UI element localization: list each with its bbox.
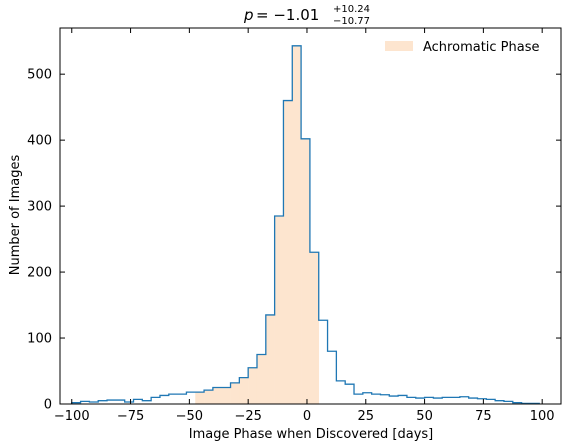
legend: Achromatic Phase	[385, 40, 540, 55]
chart-title: p = −1.01 +10.24 −10.77	[243, 4, 370, 27]
x-tick-label: −25	[234, 409, 261, 424]
y-tick-label: 0	[44, 398, 52, 413]
x-tick-label: 25	[358, 409, 375, 424]
title-lower-error: −10.77	[333, 16, 370, 27]
x-tick-label: 0	[303, 409, 311, 424]
title-value: = −1.01	[256, 6, 319, 24]
y-tick-label: 500	[27, 68, 52, 83]
achromatic-bar	[221, 387, 231, 404]
histogram-step-line	[71, 45, 540, 404]
x-tick-label: 100	[530, 409, 555, 424]
achromatic-bar	[283, 100, 293, 404]
achromatic-bar	[230, 382, 240, 404]
achromatic-bar	[204, 390, 214, 404]
x-tick-label: 75	[475, 409, 492, 424]
y-tick-label: 100	[27, 332, 52, 347]
x-tick-label: 50	[416, 409, 433, 424]
x-axis-label: Image Phase when Discovered [days]	[189, 427, 434, 442]
achromatic-bar	[212, 387, 223, 404]
achromatic-bar	[265, 314, 275, 404]
achromatic-bar	[248, 367, 258, 404]
achromatic-bar	[292, 45, 302, 405]
achromatic-bar	[239, 377, 249, 404]
legend-swatch	[385, 41, 413, 51]
x-tick-label: −50	[176, 409, 203, 424]
y-tick-label: 300	[27, 200, 52, 215]
achromatic-bar	[256, 354, 267, 404]
y-axis-label: Number of Images	[8, 155, 23, 276]
y-tick-label: 400	[27, 134, 52, 149]
achromatic-bar	[309, 252, 320, 404]
legend-label: Achromatic Phase	[423, 40, 540, 55]
achromatic-bar	[195, 392, 205, 404]
x-tick-label: −75	[117, 409, 144, 424]
title-p: p	[243, 6, 254, 24]
achromatic-bar	[274, 216, 284, 404]
plot-frame	[59, 27, 562, 405]
plot-area	[59, 27, 562, 405]
x-axis: −100 −75 −50 −25 0 25 50 75 100	[54, 28, 555, 424]
y-axis: 0 100 200 300 400 500	[27, 68, 561, 413]
y-tick-label: 200	[27, 266, 52, 281]
achromatic-bar	[301, 138, 311, 405]
title-upper-error: +10.24	[333, 4, 370, 15]
x-tick-label: −100	[54, 409, 90, 424]
